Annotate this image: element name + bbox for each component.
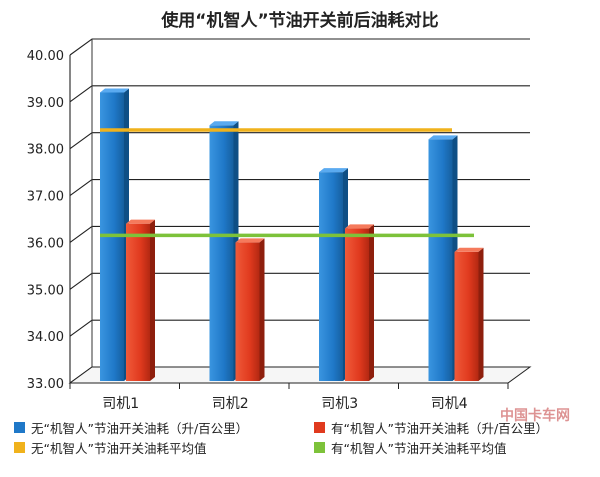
watermark: 中国卡车网 bbox=[500, 408, 570, 424]
gridline bbox=[69, 132, 530, 150]
legend-item-avg-1: 无“机智人”节油开关油耗平均值 bbox=[14, 438, 206, 457]
legend-label-series-1: 无“机智人”节油开关油耗（升/百公里） bbox=[31, 421, 249, 436]
legend-swatch-series-2 bbox=[314, 422, 325, 433]
x-tick-label: 司机2 bbox=[212, 396, 249, 412]
y-tick-label: 39.00 bbox=[27, 96, 64, 111]
chart-plot: 33.00 34.00 35.00 36.00 37.00 38.00 39.00 40.00… bbox=[27, 38, 532, 412]
y-tick-label: 35.00 bbox=[27, 283, 64, 298]
legend-swatch-avg-1 bbox=[14, 442, 25, 453]
gridline bbox=[69, 85, 530, 103]
legend-label-series-2: 有“机智人”节油开关油耗（升/百公里） bbox=[331, 421, 549, 436]
chart-floor bbox=[68, 366, 532, 384]
y-tick-label: 33.00 bbox=[27, 377, 64, 392]
legend-item-avg-2: 有“机智人”节油开关油耗平均值 bbox=[314, 438, 506, 457]
bar-with-switch-1 bbox=[126, 219, 155, 381]
x-tick-label: 司机1 bbox=[102, 396, 139, 412]
legend-item-series-2: 有“机智人”节油开关油耗（升/百公里） bbox=[314, 418, 548, 437]
bar-without-switch-4 bbox=[428, 135, 458, 381]
bar-without-switch-3 bbox=[319, 168, 348, 381]
y-tick-label: 38.00 bbox=[27, 143, 64, 158]
gridline bbox=[69, 179, 530, 197]
legend-item-series-1: 无“机智人”节油开关油耗（升/百公里） bbox=[14, 418, 248, 437]
legend-label-avg-2: 有“机智人”节油开关油耗平均值 bbox=[331, 441, 507, 456]
gridline bbox=[69, 38, 530, 56]
legend-swatch-series-1 bbox=[14, 422, 25, 433]
bar-with-switch-3 bbox=[345, 224, 374, 381]
bar-without-switch-2 bbox=[209, 121, 239, 382]
legend-swatch-avg-2 bbox=[314, 442, 325, 453]
y-tick-label: 40.00 bbox=[27, 49, 64, 64]
x-tick-label: 司机4 bbox=[431, 396, 468, 412]
y-tick-label: 36.00 bbox=[27, 236, 64, 251]
bar-with-switch-2 bbox=[235, 238, 265, 381]
chart-title: 使用“机智人”节油开关前后油耗对比 bbox=[161, 11, 439, 31]
y-tick-label: 34.00 bbox=[27, 330, 64, 345]
y-tick-label: 37.00 bbox=[27, 190, 64, 205]
bar-with-switch-4 bbox=[454, 247, 484, 381]
legend-label-avg-1: 无“机智人”节油开关油耗平均值 bbox=[31, 441, 207, 456]
x-tick-label: 司机3 bbox=[321, 396, 358, 412]
